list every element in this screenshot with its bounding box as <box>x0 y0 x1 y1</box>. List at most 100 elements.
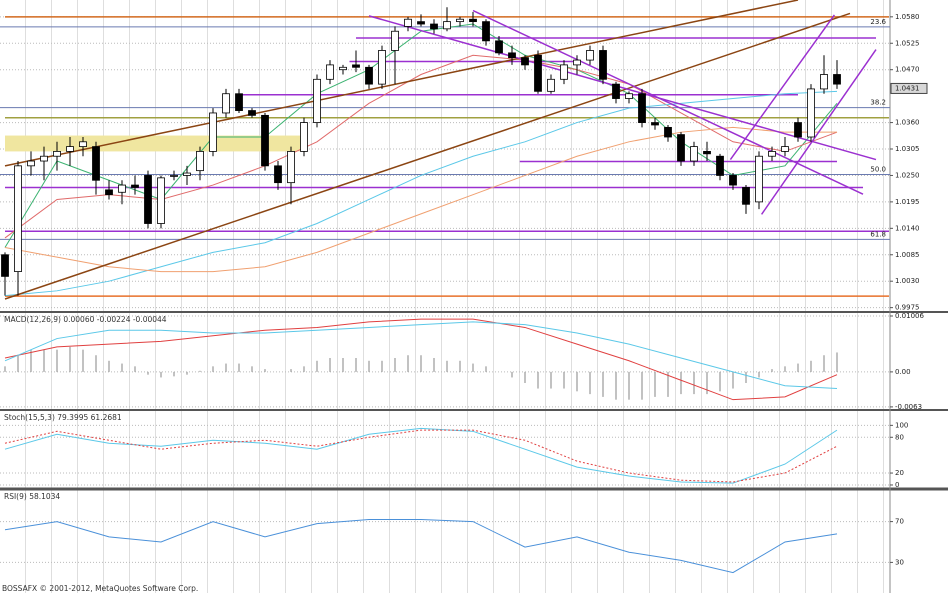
candle-body <box>625 93 633 99</box>
candle-body <box>261 114 269 167</box>
candle-body <box>235 93 243 111</box>
candle-body <box>703 151 711 155</box>
candle-body <box>365 66 373 85</box>
moving-average <box>4 54 838 239</box>
y-tick-label: 1.0140 <box>895 224 920 232</box>
stoch-title: Stoch(15,5,3) 79.3995 61.2681 <box>4 413 122 422</box>
y-tick-label: 1.0360 <box>895 119 920 127</box>
candle-body <box>508 52 516 59</box>
stoch-line <box>4 427 838 484</box>
candle-body <box>833 74 841 85</box>
candle-body <box>274 165 282 184</box>
candle-body <box>326 64 334 80</box>
candle-body <box>482 21 490 42</box>
candle-body <box>391 30 399 51</box>
panel <box>0 519 890 574</box>
y-tick-label: 0.01006 <box>895 312 924 320</box>
candle-body <box>729 175 737 186</box>
trend-line <box>368 15 877 161</box>
y-tick-label: 1.0030 <box>895 277 920 285</box>
y-tick-label: 1.0195 <box>895 198 920 206</box>
candle-body <box>521 57 529 66</box>
candle-body <box>573 59 581 66</box>
fib-label: 23.6 <box>870 18 886 26</box>
candle-body <box>248 110 256 116</box>
trend-line <box>760 49 877 215</box>
footer: BOSSAFX © 2001-2012, MetaQuotes Software… <box>2 584 198 593</box>
candle-body <box>157 177 165 224</box>
candle-body <box>144 175 152 224</box>
candle-body <box>170 175 178 177</box>
candle-body <box>196 151 204 172</box>
candle-body <box>1 254 9 277</box>
y-tick-label: 0 <box>895 481 899 489</box>
y-tick-label: 1.0470 <box>895 66 920 74</box>
candle-body <box>820 74 828 90</box>
y-tick-label: 30 <box>895 558 904 566</box>
candle-body <box>651 122 659 126</box>
candle-body <box>79 141 87 148</box>
trend-line <box>4 12 851 300</box>
last-price-box <box>890 82 928 94</box>
candle-body <box>404 18 412 27</box>
y-tick-label: 1.0305 <box>895 145 920 153</box>
y-tick-label: 80 <box>895 433 904 441</box>
y-tick-label: 0.00 <box>895 368 911 376</box>
macd-line <box>4 318 838 401</box>
candle-body <box>677 134 685 162</box>
y-tick-label: 100 <box>895 421 908 429</box>
candle-body <box>534 54 542 92</box>
moving-average <box>4 126 837 273</box>
candle-body <box>53 151 61 157</box>
candle-body <box>40 155 48 162</box>
y-tick-label: -0.0063 <box>895 403 922 411</box>
candle-body <box>664 126 672 138</box>
candle-body <box>612 83 620 99</box>
stoch-line <box>4 429 838 483</box>
candle-body <box>378 50 386 85</box>
candle-body <box>495 40 503 54</box>
candle-body <box>807 88 815 138</box>
candle-body <box>222 93 230 114</box>
candle-body <box>183 172 191 176</box>
candle-body <box>742 187 750 205</box>
candle-body <box>131 184 139 188</box>
y-tick-label: 1.0580 <box>895 13 920 21</box>
candle-body <box>768 151 776 157</box>
candle-body <box>417 21 425 25</box>
candle-body <box>456 18 464 23</box>
candle-body <box>599 50 607 80</box>
rsi-title: RSI(9) 58.1034 <box>4 492 60 501</box>
panel <box>0 0 890 309</box>
candle-body <box>469 18 477 23</box>
candle-body <box>287 151 295 184</box>
panel <box>0 424 890 486</box>
trend-line <box>729 14 836 161</box>
macd-line <box>4 321 838 390</box>
candle-body <box>716 155 724 176</box>
candle-body <box>781 146 789 152</box>
candle-body <box>794 122 802 138</box>
y-tick-label: 1.0250 <box>895 171 920 179</box>
candle-body <box>118 184 126 193</box>
candle-body <box>105 189 113 196</box>
panel <box>0 315 890 408</box>
y-tick-label: 1.0525 <box>895 39 920 47</box>
candle-body <box>92 146 100 181</box>
candle-body <box>352 64 360 68</box>
candle-body <box>443 21 451 30</box>
macd-title: MACD(12,26,9) 0.00060 -0.00224 -0.00044 <box>4 315 167 324</box>
candle-body <box>66 146 74 152</box>
candle-body <box>27 160 35 167</box>
rsi-line <box>4 519 838 574</box>
y-tick-label: 0.9975 <box>895 304 920 312</box>
last-price-label: 1.0431 <box>895 84 920 92</box>
trend-line <box>472 9 864 195</box>
candle-body <box>14 165 22 272</box>
y-tick-label: 1.0085 <box>895 251 920 259</box>
zone <box>5 135 304 152</box>
trend-line <box>4 0 799 167</box>
fib-label: 50.0 <box>870 165 886 173</box>
candle-body <box>690 146 698 162</box>
